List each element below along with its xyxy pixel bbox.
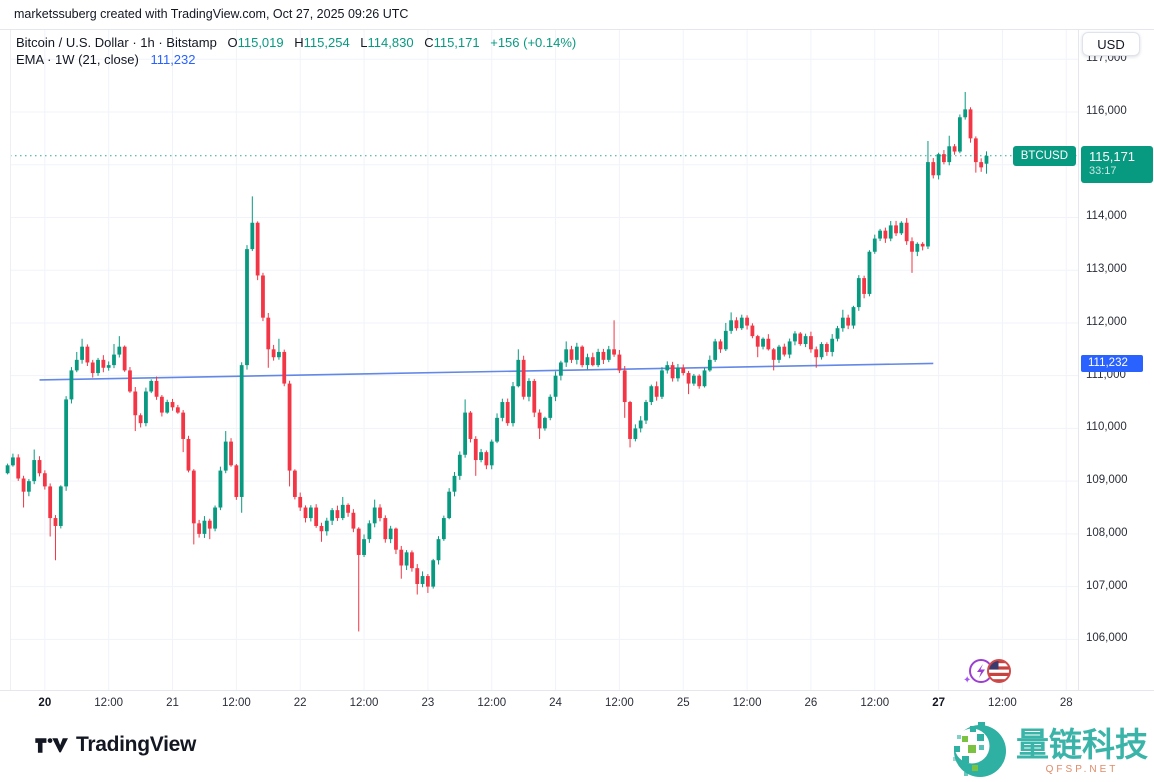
tradingview-wordmark: TradingView — [76, 733, 197, 756]
time-axis-label: 23 — [421, 697, 435, 709]
high-value: 115,254 — [303, 35, 350, 50]
time-axis-label: 12:00 — [732, 697, 762, 709]
tradingview-logo[interactable]: TradingView — [34, 733, 196, 757]
chart-legend: Bitcoin / U.S. Dollar · 1h · Bitstamp O1… — [16, 34, 576, 68]
open-label: O — [227, 35, 238, 50]
time-axis-label: 20 — [38, 697, 52, 709]
low-label: L — [360, 35, 368, 50]
price-axis-label: 109,000 — [1086, 474, 1128, 487]
time-axis-label: 12:00 — [860, 697, 890, 709]
last-price-value: 115,171 — [1089, 148, 1136, 164]
watermark-logo-icon — [953, 722, 1006, 777]
event-marker[interactable]: ✦ — [963, 659, 1011, 686]
open-value: 115,019 — [237, 35, 284, 50]
price-axis-label: 110,000 — [1086, 421, 1127, 434]
low-value: 114,830 — [367, 35, 414, 50]
ema-value: 111,232 — [150, 52, 196, 67]
close-label: C — [424, 35, 434, 50]
close-value: 115,171 — [433, 35, 480, 50]
tradingview-glyph-icon — [35, 737, 68, 753]
time-axis-label: 28 — [1059, 697, 1073, 709]
pane-left-border — [10, 30, 11, 690]
price-axis-label: 116,000 — [1086, 105, 1127, 117]
symbol-title: Bitcoin / U.S. Dollar · 1h · Bitstamp — [16, 35, 217, 50]
price-axis-label: 107,000 — [1086, 579, 1128, 592]
attribution-text: marketssuberg created with TradingView.c… — [14, 7, 409, 21]
time-axis-label: 26 — [804, 697, 818, 709]
sparkle-icon: ✦ — [963, 675, 972, 686]
time-axis-label: 27 — [932, 697, 945, 709]
bar-countdown: 33:17 — [1089, 164, 1117, 177]
us-flag-icon — [987, 659, 1011, 683]
price-axis-divider — [1078, 30, 1079, 690]
time-axis-label: 24 — [549, 697, 562, 709]
legend-ema-row[interactable]: EMA · 1W (21, close) 111,232 — [16, 51, 576, 68]
time-axis-label: 25 — [676, 697, 690, 709]
watermark-brand-text: 量链科技 — [1016, 726, 1148, 763]
time-axis-label: 12:00 — [349, 697, 379, 709]
price-axis-label: 114,000 — [1086, 210, 1127, 223]
time-axis-label: 21 — [166, 697, 179, 709]
price-axis-label: 108,000 — [1086, 526, 1128, 539]
price-axis-label: 113,000 — [1086, 263, 1127, 276]
currency-usd-button[interactable]: USD — [1082, 32, 1140, 56]
price-axis-label: 112,000 — [1086, 315, 1127, 328]
topbar-divider — [0, 29, 1154, 30]
price-axis-label: 106,000 — [1086, 632, 1128, 645]
time-axis-label: 22 — [293, 697, 307, 709]
symbol-price-tag: BTCUSD — [1012, 145, 1076, 166]
ema-price-box: 111,232 — [1081, 354, 1143, 372]
attribution-bar: marketssuberg created with TradingView.c… — [0, 0, 1154, 29]
time-axis-label: 12:00 — [605, 697, 634, 709]
high-label: H — [294, 35, 304, 50]
change-value: +156 (+0.14%) — [490, 35, 577, 50]
time-axis-label: 12:00 — [221, 697, 251, 709]
ema-title: EMA · 1W (21, close) — [16, 52, 139, 67]
time-axis-divider — [0, 690, 1154, 691]
time-axis-label: 12:00 — [477, 697, 507, 709]
time-axis-label: 12:00 — [988, 697, 1017, 709]
last-price-box: 115,171 33:17 — [1081, 145, 1153, 183]
time-axis-label: 12:00 — [94, 697, 124, 709]
watermark-domain-text: QFSP.NET — [1045, 764, 1119, 775]
legend-symbol-row[interactable]: Bitcoin / U.S. Dollar · 1h · Bitstamp O1… — [16, 34, 576, 51]
brand-watermark: 量链科技 QFSP.NET — [952, 720, 1148, 782]
